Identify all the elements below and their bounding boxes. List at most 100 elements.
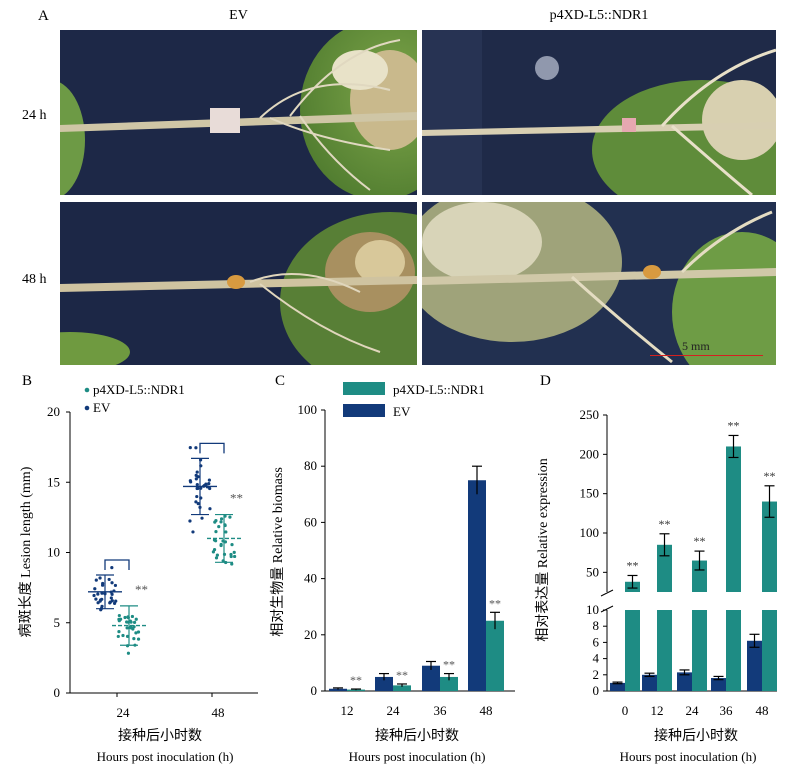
- chart-b-point: [125, 626, 129, 630]
- chart-b-ytick-label: 20: [47, 404, 60, 419]
- chart-b-point: [196, 486, 200, 490]
- chart-b-point: [212, 538, 217, 542]
- chart-b-point: [129, 625, 133, 629]
- chart-d-ytick-label: 100: [580, 525, 600, 540]
- row-label-48h: 48 h: [22, 272, 47, 287]
- chart-d-xlabel-en: Hours post inoculation (h): [620, 749, 757, 764]
- chart-b-sig-label: **: [230, 491, 243, 506]
- chart-d-xtick-label: 24: [686, 703, 700, 718]
- chart-b-ytick-label: 5: [54, 615, 61, 630]
- scale-bar-label: 5 mm: [682, 339, 710, 353]
- panel-a-letter: A: [38, 8, 49, 24]
- chart-b-point: [96, 592, 100, 596]
- chart-b-point: [110, 581, 114, 585]
- photo-ndr1-24h: [422, 30, 776, 195]
- chart-b-point: [109, 596, 113, 600]
- column-title-ndr1: p4XD-L5::NDR1: [549, 8, 649, 23]
- chart-b-point: [119, 617, 123, 621]
- chart-d-sig-label: **: [694, 534, 706, 548]
- chart-b-ytick-label: 15: [47, 474, 60, 489]
- chart-c-xtick-label: 12: [341, 703, 354, 718]
- chart-b-xtick-label: 24: [117, 705, 131, 720]
- chart-d-ytick-label: 200: [580, 446, 600, 461]
- chart-c-sig-label: **: [396, 668, 408, 682]
- chart-c-bar: [375, 676, 393, 691]
- chart-b-point: [195, 470, 199, 474]
- chart-b-sig-bracket: [199, 442, 225, 454]
- chart-c-ytick-label: 20: [304, 627, 317, 642]
- chart-b-point: [136, 630, 141, 634]
- chart-b-point: [132, 637, 136, 641]
- legend-label-ev: EV: [93, 400, 111, 415]
- chart-b-xlabel-en: Hours post inoculation (h): [97, 749, 234, 764]
- chart-b-point: [94, 597, 98, 601]
- chart-d-bar-upper: [657, 544, 672, 592]
- chart-b-point: [114, 599, 118, 603]
- chart-d-sig-label: **: [764, 469, 776, 483]
- chart-b-point: [100, 597, 104, 601]
- chart-b-point: [200, 516, 204, 520]
- chart-b-point: [214, 556, 219, 560]
- chart-b-point: [188, 446, 192, 450]
- chart-b-point: [194, 477, 198, 481]
- chart-c-xtick-label: 24: [387, 703, 401, 718]
- chart-b-point: [229, 552, 233, 557]
- chart-d-ytick-label: 250: [580, 407, 600, 422]
- chart-c-bar: [486, 620, 504, 691]
- chart-c-ylabel: 相对生物量 Relative biomass: [270, 467, 286, 637]
- chart-b-point: [134, 617, 138, 621]
- chart-b-point: [188, 519, 192, 523]
- chart-b-point: [219, 520, 223, 524]
- chart-b-point: [217, 525, 221, 529]
- chart-b-point: [208, 507, 212, 511]
- chart-b-point: [117, 630, 121, 634]
- panel-b-letter: B: [22, 373, 33, 389]
- chart-d-bar: [610, 682, 625, 691]
- chart-c-bar: [393, 685, 411, 691]
- chart-b-point: [113, 583, 118, 588]
- chart-b-point: [224, 530, 228, 534]
- chart-b-point: [195, 494, 199, 499]
- chart-b-point: [215, 553, 219, 557]
- chart-d-bar-upper: [762, 501, 777, 592]
- chart-b-point: [228, 515, 232, 519]
- chart-d-ytick-label: 2: [593, 667, 600, 682]
- chart-c-xtick-label: 48: [480, 703, 493, 718]
- chart-b-point: [117, 613, 121, 618]
- chart-d-xtick-label: 12: [651, 703, 664, 718]
- chart-d-sig-label: **: [728, 418, 740, 432]
- chart-c-bar: [468, 480, 486, 691]
- legend-marker-ev: [84, 405, 90, 411]
- chart-b-point: [233, 554, 237, 559]
- chart-d-ytick-label: 50: [586, 564, 599, 579]
- chart-b-point: [93, 587, 97, 591]
- chart-b-point: [207, 481, 211, 486]
- chart-d-bar-lower: [692, 610, 707, 691]
- chart-d-sig-label: **: [627, 558, 639, 572]
- chart-c-xlabel-en: Hours post inoculation (h): [349, 749, 486, 764]
- chart-d-bar-lower: [625, 610, 640, 691]
- chart-b-point: [219, 517, 224, 521]
- chart-c-bar: [329, 688, 347, 691]
- panel-d-letter: D: [540, 373, 551, 389]
- chart-d-ylabel: 相对表达量 Relative expression: [535, 458, 551, 642]
- chart-c-sig-label: **: [443, 658, 455, 672]
- chart-b-point: [108, 600, 112, 604]
- chart-d-ytick-label: 4: [593, 651, 600, 666]
- photo-ndr1-48h: 5 mm: [422, 202, 776, 365]
- chart-b-ylabel: 病斑长度 Lesion length (mm): [18, 466, 34, 637]
- chart-d-bar-lower: [762, 610, 777, 691]
- row-label-24h: 24 h: [22, 108, 47, 123]
- chart-b-point: [107, 577, 111, 582]
- chart-d-bar: [642, 674, 657, 691]
- legend-marker-ndr1: [84, 387, 90, 393]
- chart-b-point: [116, 634, 120, 639]
- chart-b-point: [110, 566, 114, 570]
- chart-b-sig-label: **: [135, 582, 148, 597]
- legend-swatch-ev: [343, 404, 385, 417]
- chart-c-xtick-label: 36: [434, 703, 448, 718]
- chart-d-ytick-label: 8: [593, 618, 600, 633]
- chart-b-point: [125, 634, 130, 638]
- chart-b-point: [94, 578, 98, 582]
